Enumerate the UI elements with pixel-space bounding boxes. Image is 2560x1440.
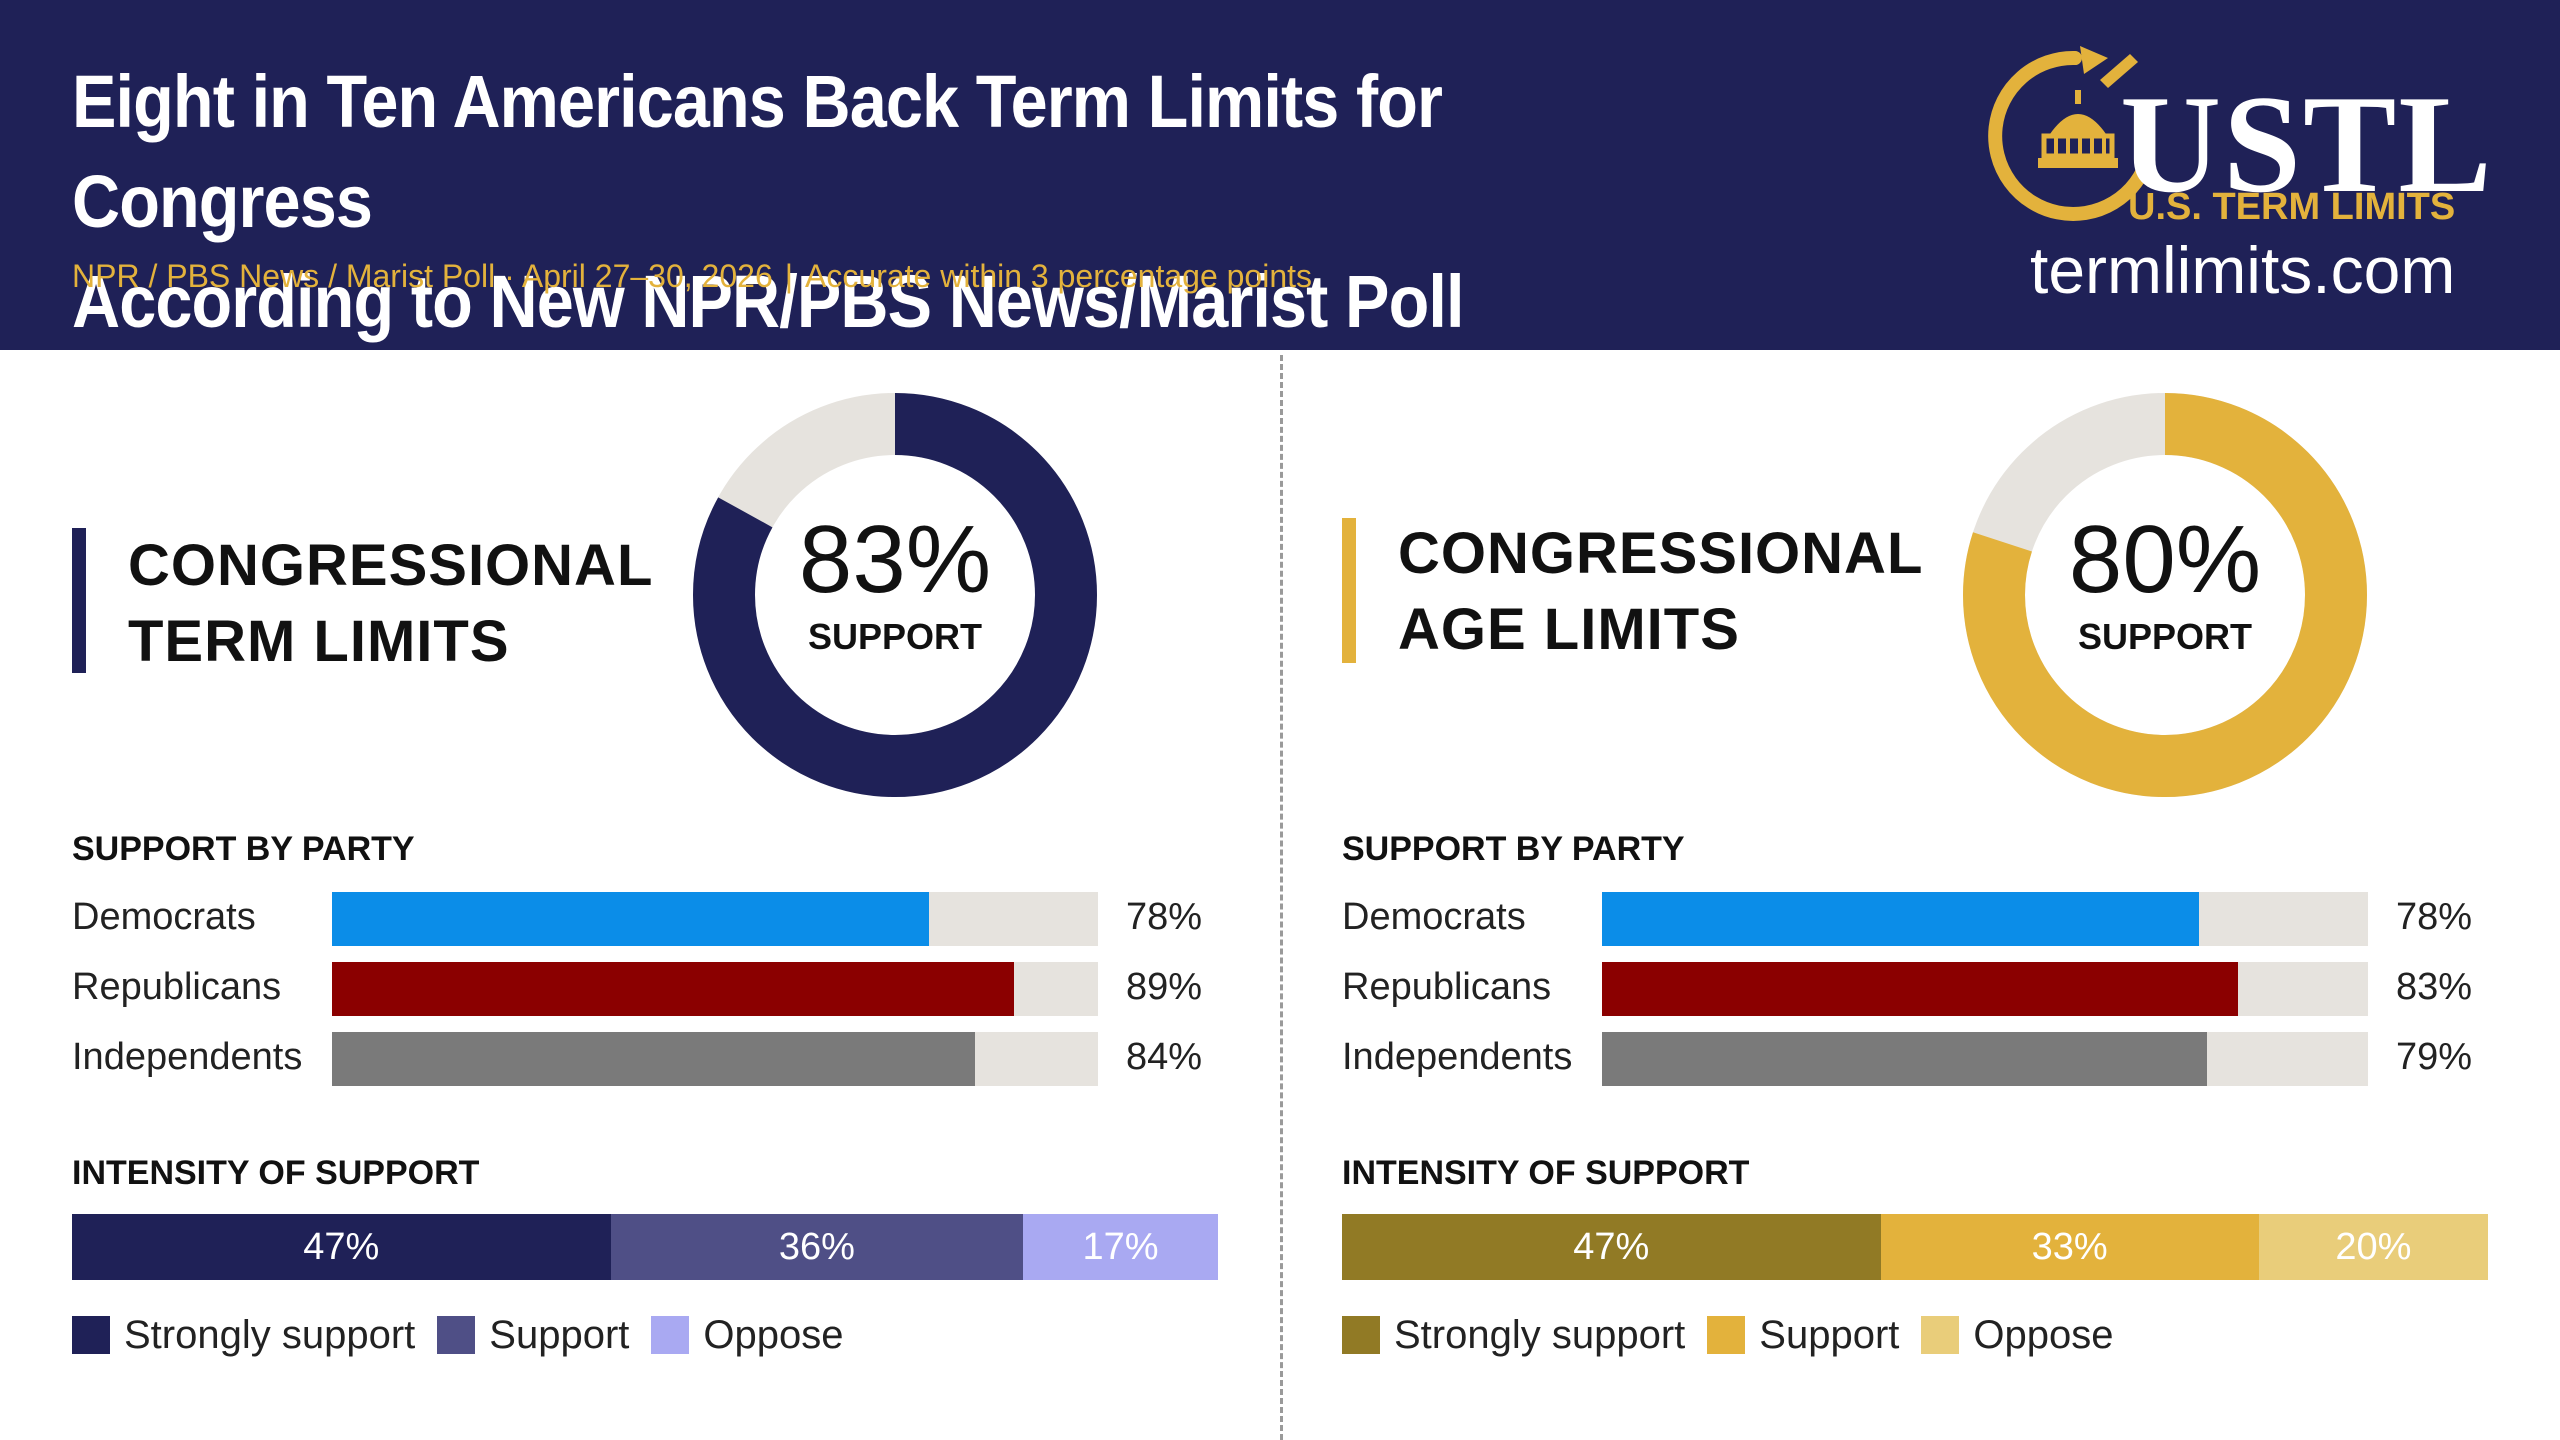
subtitle-separator: | [784, 258, 794, 294]
bar-track [332, 1032, 1098, 1086]
section-accent-bar [72, 528, 86, 673]
intensity-legend: Strongly support Support Oppose [1342, 1310, 2136, 1360]
subtitle-accuracy: Accurate within 3 percentage points [805, 258, 1313, 294]
party-label: Republicans [72, 966, 282, 1008]
legend-swatch [1921, 1316, 1960, 1354]
legend-label: Strongly support [1394, 1312, 1686, 1357]
party-bar-row: Republicans 83% [1342, 962, 2502, 1016]
legend-item: Support [437, 1313, 629, 1358]
bar-value: 83% [2396, 966, 2473, 1008]
header-banner: Eight in Ten Americans Back Term Limits … [0, 0, 2560, 350]
legend-swatch [1707, 1316, 1746, 1354]
party-bar-row: Democrats 78% [72, 892, 1232, 946]
capitol-timer-icon [1988, 46, 2155, 221]
donut-label: SUPPORT [2077, 616, 2253, 657]
bar-independents [332, 1032, 976, 1086]
donut-value: 83% [798, 506, 992, 613]
legend-swatch [72, 1316, 110, 1354]
segment-support: 36% [610, 1214, 1024, 1280]
legend-item: Oppose [651, 1312, 844, 1358]
bar-democrats [332, 892, 930, 946]
section-title: CONGRESSIONAL TERM LIMITS [128, 528, 653, 680]
legend-swatch [1342, 1316, 1380, 1354]
intensity-heading: INTENSITY OF SUPPORT [72, 1154, 480, 1192]
legend-item: Strongly support [72, 1313, 415, 1358]
bar-track [1602, 892, 2368, 946]
intensity-legend: Strongly support Support Oppose [72, 1310, 866, 1360]
segment-support: 33% [1880, 1214, 2259, 1280]
section-title-line-1: CONGRESSIONAL [1398, 521, 1924, 586]
party-bar-row: Independents 79% [1342, 1032, 2502, 1086]
title-line-2: According to New NPR/PBS News/Marist Pol… [72, 260, 1464, 343]
bar-independents [1602, 1032, 2208, 1086]
intensity-stacked-bar: 47% 33% 20% [1342, 1214, 2488, 1280]
segment-strongly-support: 47% [72, 1214, 611, 1280]
party-bar-row: Independents 84% [72, 1032, 1232, 1086]
section-title: CONGRESSIONAL AGE LIMITS [1398, 516, 1923, 668]
support-donut-chart: 80% SUPPORT [1960, 390, 2370, 800]
ustl-logo: USTL U.S. TERM LIMITS termlimits.com [1980, 40, 2500, 310]
party-label: Independents [72, 1036, 303, 1078]
logo-subtitle: U.S. TERM LIMITS [2128, 186, 2456, 228]
party-bar-row: Republicans 89% [72, 962, 1232, 1016]
party-label: Republicans [1342, 966, 1552, 1008]
segment-oppose: 20% [2258, 1214, 2488, 1280]
section-accent-bar [1342, 518, 1356, 663]
bar-track [332, 892, 1098, 946]
bar-track [332, 962, 1098, 1016]
bar-republicans [332, 962, 1014, 1016]
party-label: Democrats [72, 896, 256, 938]
support-donut-chart: 83% SUPPORT [690, 390, 1100, 800]
legend-label: Support [489, 1312, 630, 1357]
subtitle: NPR / PBS News / Marist Poll · April 27–… [72, 258, 1312, 295]
segment-oppose: 17% [1023, 1214, 1218, 1280]
party-label: Independents [1342, 1036, 1573, 1078]
bar-republicans [1602, 962, 2238, 1016]
subtitle-source: NPR / PBS News / Marist Poll · April 27–… [72, 258, 773, 294]
bar-value: 79% [2396, 1036, 2473, 1078]
bar-value: 89% [1126, 966, 1203, 1008]
bar-track [1602, 962, 2368, 1016]
bar-value: 78% [1126, 896, 1203, 938]
logo-wordmark: USTL [2120, 67, 2494, 222]
donut-svg [1963, 393, 2367, 797]
age-limits-panel: CONGRESSIONAL AGE LIMITS 80% SUPPORT SUP… [1270, 350, 2550, 1440]
section-title-line-2: AGE LIMITS [1398, 597, 1740, 662]
legend-label: Support [1759, 1312, 1900, 1357]
legend-item: Support [1707, 1313, 1899, 1358]
legend-swatch [437, 1316, 476, 1354]
term-limits-panel: CONGRESSIONAL TERM LIMITS 83% SUPPORT SU… [0, 350, 1280, 1440]
legend-item: Oppose [1921, 1312, 2114, 1358]
panel-divider [1280, 355, 1283, 1440]
title-line-1: Eight in Ten Americans Back Term Limits … [72, 60, 1443, 243]
party-label: Democrats [1342, 896, 1526, 938]
logo-url: termlimits.com [2030, 233, 2456, 307]
party-heading: SUPPORT BY PARTY [1342, 830, 1685, 868]
donut-support-arc [693, 393, 1097, 797]
donut-svg [693, 393, 1097, 797]
bar-democrats [1602, 892, 2200, 946]
bar-value: 84% [1126, 1036, 1203, 1078]
intensity-heading: INTENSITY OF SUPPORT [1342, 1154, 1750, 1192]
donut-value: 80% [2068, 506, 2262, 613]
section-title-line-2: TERM LIMITS [128, 609, 510, 674]
legend-label: Oppose [703, 1312, 844, 1357]
page-title: Eight in Ten Americans Back Term Limits … [72, 52, 1692, 352]
donut-label: SUPPORT [807, 616, 983, 657]
section-title-line-1: CONGRESSIONAL [128, 533, 654, 598]
legend-label: Oppose [1973, 1312, 2114, 1357]
legend-item: Strongly support [1342, 1313, 1685, 1358]
bar-track [1602, 1032, 2368, 1086]
party-bar-row: Democrats 78% [1342, 892, 2502, 946]
legend-swatch [651, 1316, 690, 1354]
donut-support-arc [1963, 393, 2367, 797]
segment-strongly-support: 47% [1342, 1214, 1881, 1280]
bar-value: 78% [2396, 896, 2473, 938]
party-heading: SUPPORT BY PARTY [72, 830, 415, 868]
intensity-stacked-bar: 47% 36% 17% [72, 1214, 1218, 1280]
legend-label: Strongly support [124, 1312, 416, 1357]
